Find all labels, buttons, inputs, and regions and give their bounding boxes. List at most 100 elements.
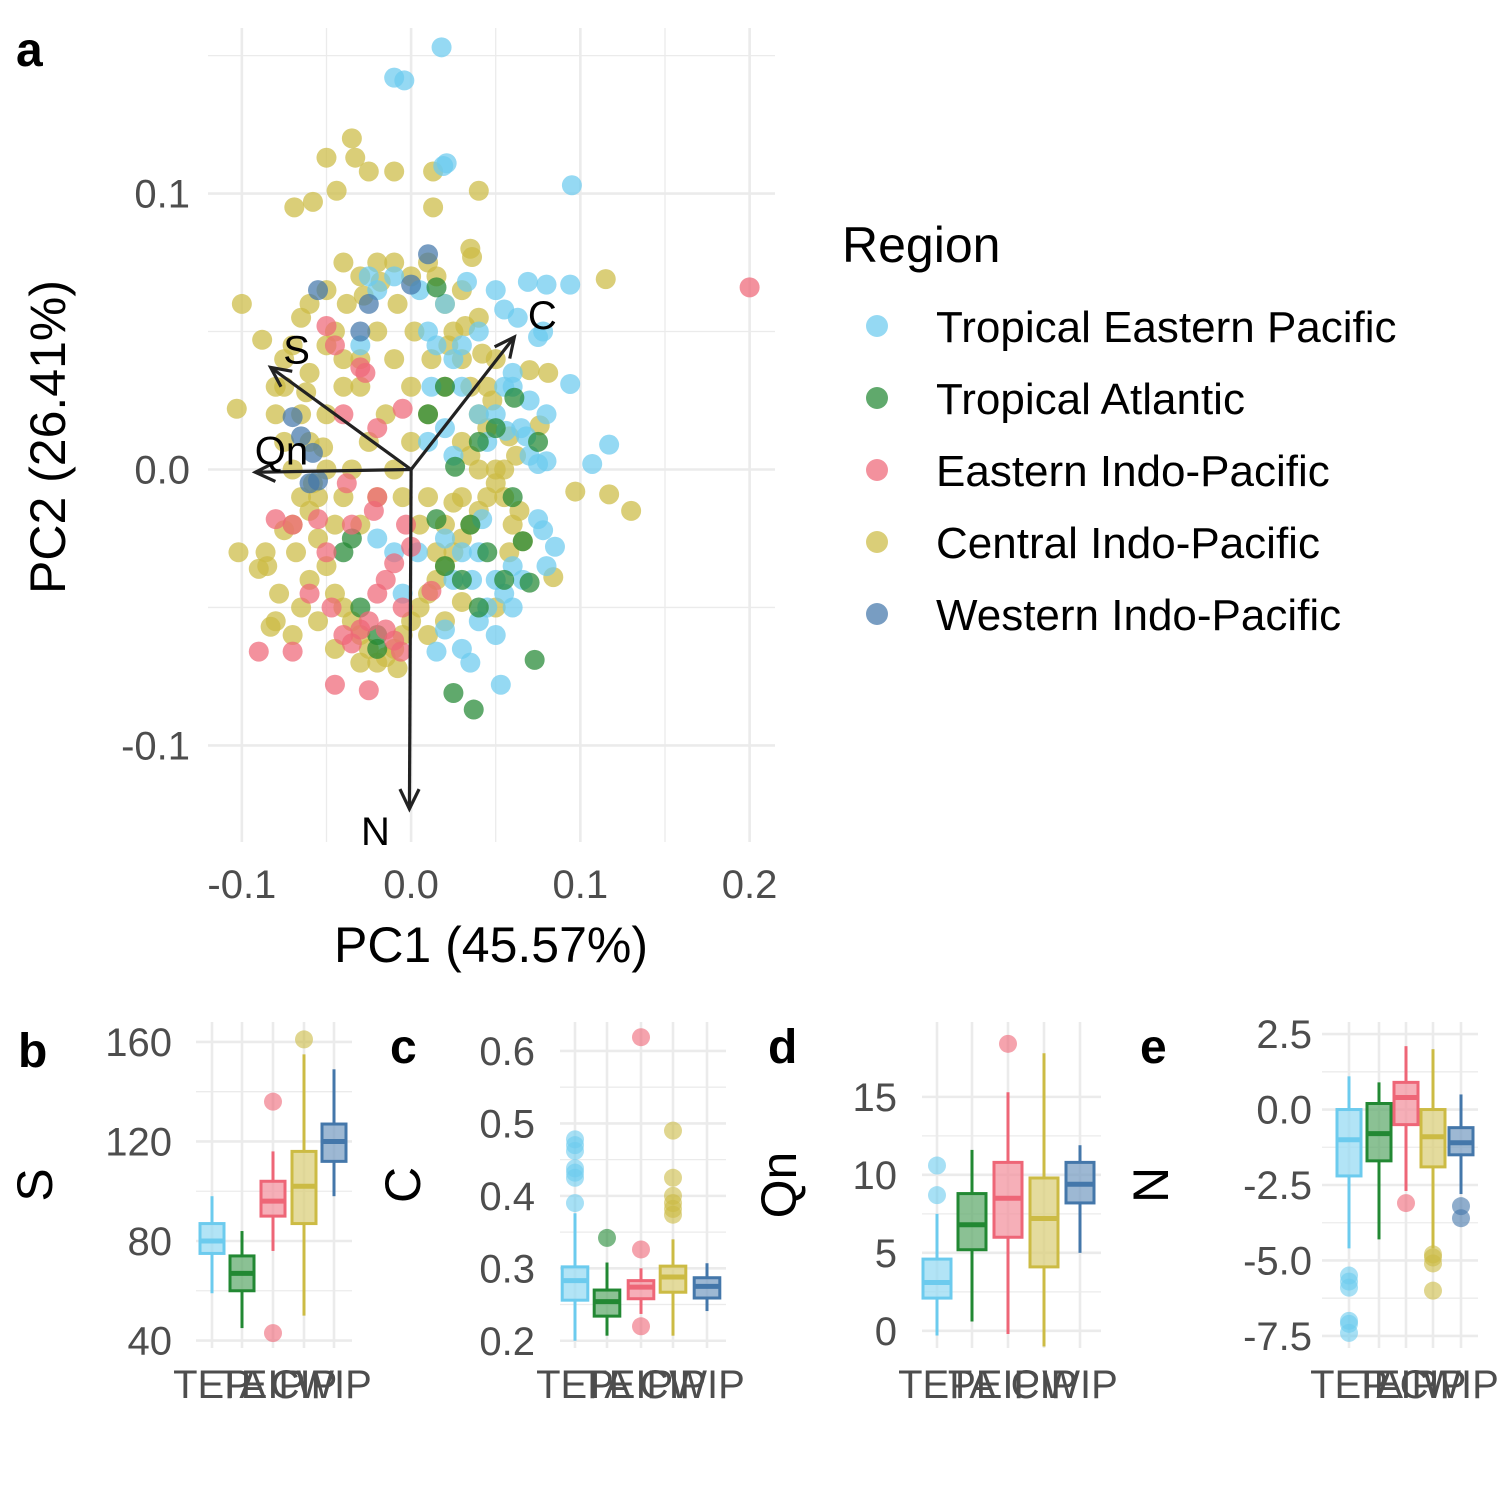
pca-point-cip <box>418 487 439 508</box>
region-legend: Region Tropical Eastern PacificTropical … <box>842 217 1397 640</box>
pca-point-tep <box>519 390 540 411</box>
pca-point-wip <box>308 280 329 301</box>
legend-items: Tropical Eastern Pacific Tropical Atlanti… <box>866 303 1397 640</box>
box-x-tick-label: EIP <box>976 1363 1040 1407</box>
box-iqr-eip <box>626 1279 656 1301</box>
pca-point-tep <box>485 625 506 646</box>
pca-point-cip <box>299 569 320 590</box>
pca-point-tep <box>536 404 557 425</box>
pca-point-eip <box>299 583 320 604</box>
pca-point-cip <box>345 147 366 168</box>
box-y-tick-label: -5.0 <box>1243 1239 1312 1283</box>
pca-point-tep <box>434 293 455 314</box>
pca-point-ta <box>445 456 466 477</box>
pca-point-cip <box>621 500 642 521</box>
loading-arrowhead-c <box>493 334 517 359</box>
box-outlier-eip <box>632 1240 650 1259</box>
box-outlier-eip <box>632 1028 650 1047</box>
pca-point-tep <box>536 556 557 577</box>
pca-point-wip <box>282 407 303 428</box>
box-x-tick-label: TA <box>1355 1363 1403 1407</box>
pca-point-tep <box>511 418 532 439</box>
pca-point-tep <box>561 175 582 196</box>
loading-arrow-s <box>269 366 413 471</box>
box-y-tick-label: 10 <box>853 1154 898 1198</box>
pca-point-tep <box>485 404 506 425</box>
pca-point-tep <box>533 520 554 541</box>
box-outlier-cip <box>664 1121 682 1140</box>
pca-point-eip <box>367 418 388 439</box>
pca-point-ta <box>443 682 464 703</box>
loading-label-c: C <box>528 294 557 338</box>
pca-point-cip <box>316 404 337 425</box>
box-x-tick-label: CIP <box>271 1363 338 1407</box>
box-outlier-tep <box>1340 1278 1358 1297</box>
pca-point-ta <box>460 514 481 535</box>
box-outlier-ta <box>598 1228 616 1247</box>
pca-point-wip <box>308 470 329 491</box>
box-y-tick-label: 80 <box>128 1220 173 1264</box>
pca-point-cip <box>423 197 444 218</box>
pca-point-tep <box>434 619 455 640</box>
pca-point-tep <box>485 280 506 301</box>
pca-point-tep <box>431 37 452 58</box>
pca-y-tick-labels: -0.1 0.0 0.1 <box>121 173 190 769</box>
pca-point-tep <box>517 271 538 292</box>
pca-point-tep <box>560 373 581 394</box>
pca-y-tick-label: 0.0 <box>134 448 190 492</box>
legend-key-eip <box>866 459 888 481</box>
pca-point-cip <box>333 376 354 397</box>
pca-y-axis-title: PC2 (26.41%) <box>20 280 76 594</box>
loading-label-s: S <box>283 328 310 372</box>
pca-point-tep <box>367 528 388 549</box>
pca-point-cip <box>336 293 357 314</box>
box-x-tick-label: CIP <box>1011 1363 1078 1407</box>
pca-point-cip <box>401 431 422 452</box>
pca-point-cip <box>595 269 616 290</box>
box-outlier-eip <box>264 1324 282 1343</box>
pca-point-cip <box>384 161 405 182</box>
pca-point-tep <box>490 674 511 695</box>
pca-point-cip <box>269 583 290 604</box>
box-y-tick-label: 160 <box>105 1021 172 1065</box>
pca-point-wip <box>401 274 422 295</box>
box-outlier-cip <box>1424 1254 1442 1273</box>
box-y-axis-title: Qn <box>751 1152 807 1219</box>
box-y-tick-label: 2.5 <box>1256 1013 1312 1057</box>
box-iqr-tep <box>921 1257 953 1300</box>
box-y-axis-title: S <box>7 1168 63 1201</box>
box-y-tick-label: -2.5 <box>1243 1164 1312 1208</box>
pca-point-tep <box>394 70 415 91</box>
box-x-tick-label: TA <box>948 1363 996 1407</box>
legend-key-ta <box>866 387 888 409</box>
pca-point-eip <box>396 514 417 535</box>
legend-title: Region <box>842 217 1000 273</box>
box-x-tick-label: TEP <box>173 1363 251 1407</box>
panel-tag-a: a <box>16 24 43 77</box>
pca-point-cip <box>248 558 269 579</box>
pca-point-cip <box>231 293 252 314</box>
pca-point-cip <box>384 252 405 273</box>
pca-point-tep <box>451 542 472 563</box>
pca-point-tep <box>536 451 557 472</box>
pca-point-cip <box>316 147 337 168</box>
pca-point-eip <box>358 611 379 632</box>
pca-point-ta <box>451 569 472 590</box>
pca-point-ta <box>524 649 545 670</box>
box-x-tick-label: TEP <box>1310 1363 1388 1407</box>
pca-point-cip <box>384 349 405 370</box>
pca-point-tep <box>502 597 523 618</box>
box-y-tick-label: 0.4 <box>479 1175 535 1219</box>
pca-point-ta <box>504 387 525 408</box>
pca-x-tick-label: 0.0 <box>383 863 439 907</box>
pca-point-cip <box>286 542 307 563</box>
pca-point-cip <box>308 611 329 632</box>
box-outlier-cip <box>1424 1281 1442 1300</box>
pca-y-tick-label: 0.1 <box>134 173 190 217</box>
pca-point-cip <box>599 484 620 505</box>
pca-point-wip <box>302 442 323 463</box>
pca-point-cip <box>443 492 464 513</box>
